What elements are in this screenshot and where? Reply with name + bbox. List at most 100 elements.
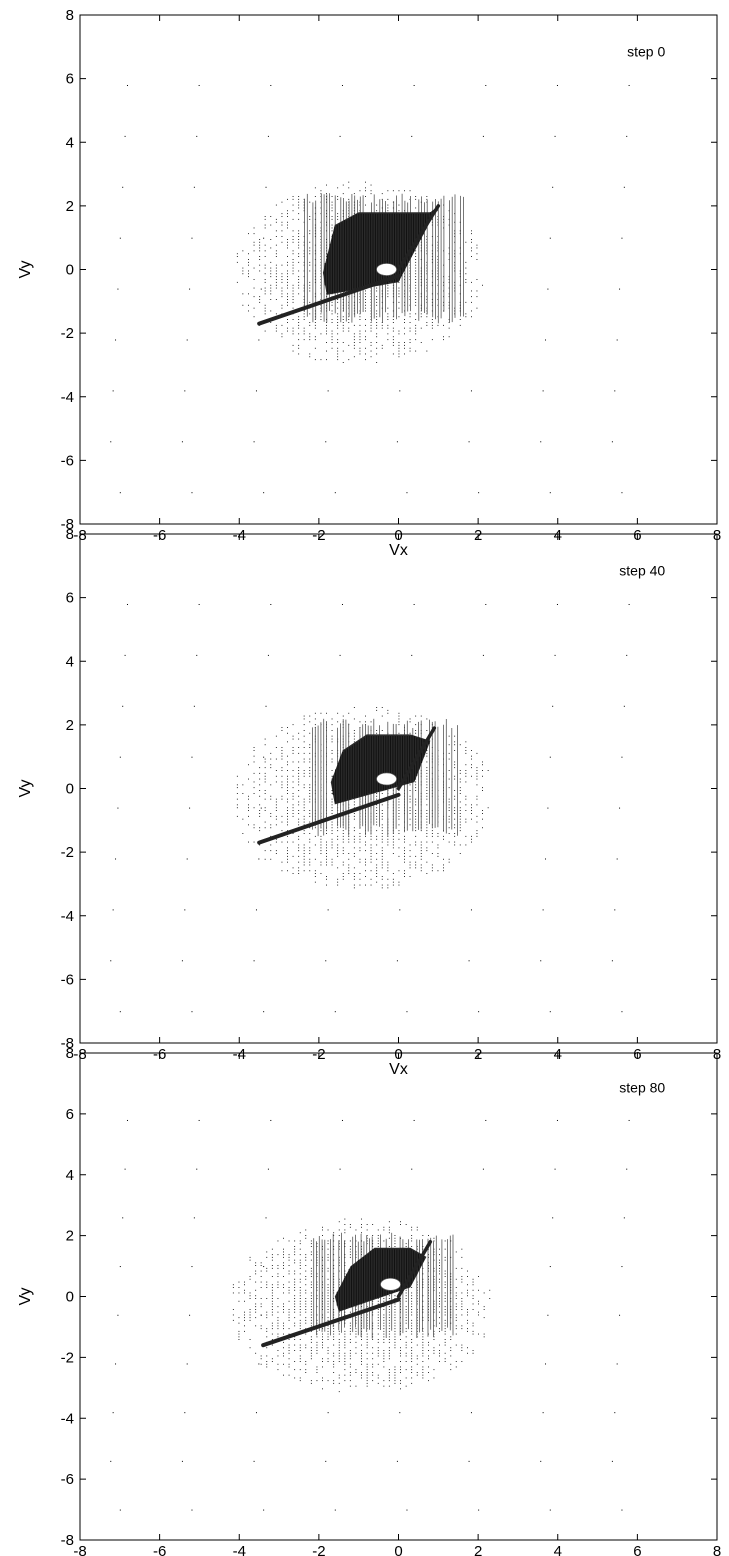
point — [327, 1248, 329, 1250]
point — [292, 327, 294, 329]
point — [482, 818, 483, 820]
point — [394, 1322, 396, 1324]
point — [422, 1361, 424, 1362]
point — [404, 858, 405, 860]
point — [361, 1330, 362, 1332]
point — [253, 960, 255, 962]
point — [405, 1314, 407, 1316]
point — [253, 750, 255, 751]
point — [249, 1347, 251, 1349]
point — [287, 239, 288, 240]
point — [298, 333, 300, 335]
point — [338, 1248, 340, 1250]
point — [461, 1344, 463, 1346]
point — [299, 1355, 301, 1357]
point — [381, 847, 383, 849]
point — [236, 256, 238, 257]
point — [556, 603, 558, 605]
point — [255, 1303, 257, 1305]
point — [437, 324, 439, 326]
point — [299, 1306, 301, 1308]
point — [271, 1276, 273, 1277]
point — [433, 1240, 435, 1242]
point — [277, 1322, 279, 1324]
point — [322, 1256, 323, 1258]
point — [448, 858, 450, 860]
point — [309, 815, 311, 817]
point — [411, 1303, 413, 1305]
point — [428, 1298, 429, 1299]
point — [288, 1259, 290, 1261]
point — [263, 1266, 265, 1268]
point — [331, 798, 333, 800]
point — [472, 1298, 474, 1299]
point — [415, 830, 417, 832]
point — [249, 1314, 251, 1316]
point — [294, 1287, 296, 1288]
point — [338, 1374, 340, 1376]
point — [476, 795, 478, 797]
point — [450, 1256, 452, 1258]
point — [270, 798, 272, 800]
point — [399, 390, 401, 392]
point — [366, 1325, 368, 1327]
point — [465, 775, 467, 777]
point — [281, 784, 283, 786]
point — [542, 390, 544, 392]
point — [444, 1322, 446, 1324]
point — [443, 864, 444, 866]
point — [468, 441, 470, 443]
point — [342, 853, 344, 854]
point — [428, 1289, 429, 1291]
point — [556, 1119, 558, 1121]
point — [472, 1330, 474, 1332]
point — [309, 322, 311, 323]
point — [448, 827, 450, 829]
point — [426, 793, 428, 794]
point — [366, 1366, 368, 1368]
point — [287, 264, 288, 266]
point — [196, 135, 198, 137]
point — [232, 1292, 234, 1294]
point — [409, 327, 411, 329]
point — [411, 1237, 413, 1239]
point — [353, 707, 355, 708]
point — [471, 813, 472, 814]
point — [398, 724, 400, 726]
point — [377, 1303, 379, 1305]
point — [611, 1460, 613, 1462]
point — [287, 830, 288, 832]
point — [348, 319, 350, 320]
point — [444, 1287, 446, 1288]
point — [444, 1240, 446, 1242]
point — [271, 1328, 273, 1330]
point — [387, 324, 389, 326]
point — [292, 813, 294, 814]
point — [381, 838, 383, 840]
point — [338, 1358, 340, 1360]
point — [344, 1240, 346, 1242]
y-tick-label: 4 — [66, 1167, 74, 1184]
point — [370, 322, 372, 323]
point — [439, 1292, 440, 1294]
point — [275, 758, 277, 760]
point — [426, 778, 428, 780]
point — [416, 1314, 418, 1316]
point — [292, 855, 294, 857]
point — [288, 1314, 290, 1316]
point — [349, 1226, 351, 1228]
point — [416, 1355, 418, 1357]
point — [259, 259, 261, 260]
point — [381, 853, 383, 854]
point — [253, 841, 255, 843]
point — [448, 861, 450, 863]
point — [381, 830, 383, 832]
point — [275, 330, 277, 332]
point — [298, 230, 300, 232]
point — [337, 835, 339, 837]
point — [266, 1330, 268, 1332]
point — [309, 230, 311, 232]
point — [387, 867, 389, 869]
point — [299, 1232, 301, 1234]
point — [411, 1366, 413, 1368]
